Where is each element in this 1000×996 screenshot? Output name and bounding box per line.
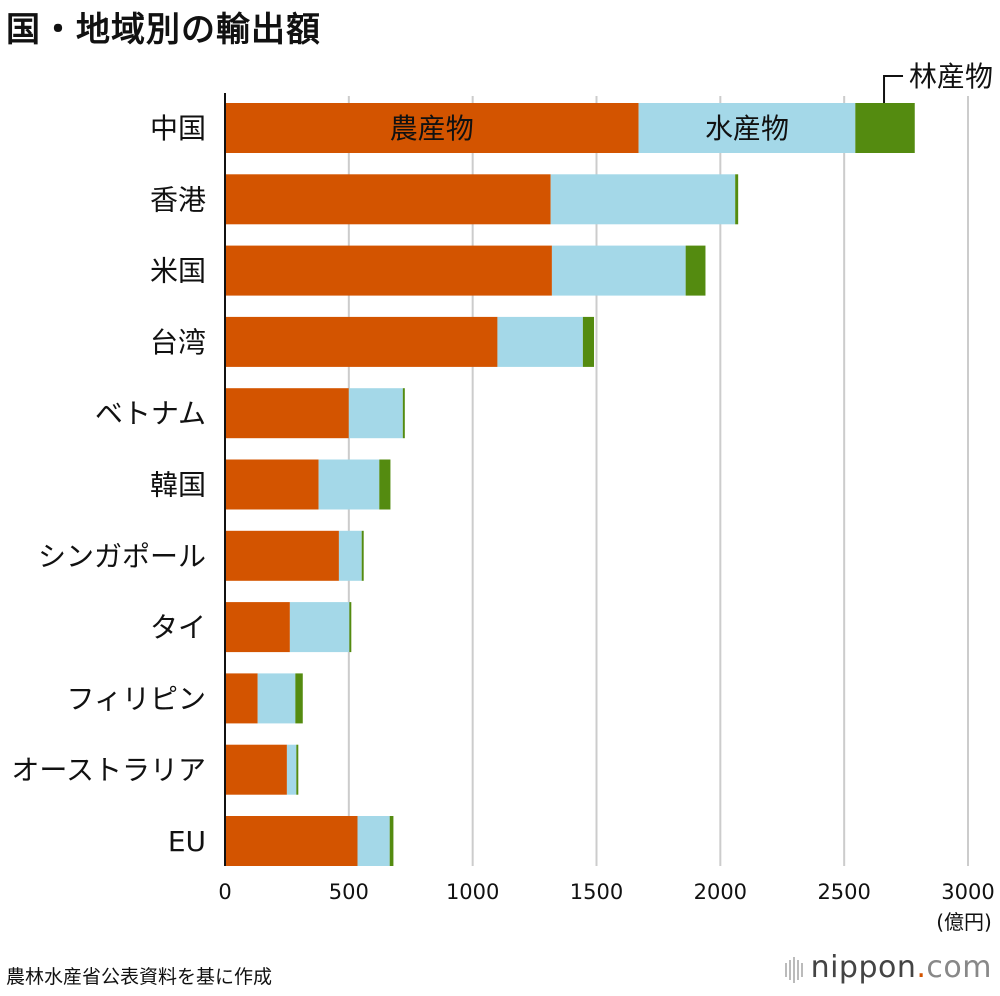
grid-lines xyxy=(347,96,969,866)
category-label: 韓国 xyxy=(150,469,206,502)
bar-segment xyxy=(225,816,358,866)
bar-segment xyxy=(225,530,339,581)
bar-segment xyxy=(257,673,296,724)
x-tick-label: 2000 xyxy=(694,880,747,904)
bar-segment xyxy=(348,388,403,439)
bar-segment xyxy=(357,816,390,866)
series-label: 水産物 xyxy=(705,112,789,145)
bar-segment xyxy=(225,245,552,296)
bar-segment xyxy=(318,459,380,510)
bar-segment xyxy=(402,388,405,439)
series-label: 林産物 xyxy=(909,60,993,93)
chart-title: 国・地域別の輸出額 xyxy=(6,10,321,50)
category-label: ベトナム xyxy=(95,397,206,430)
bar-segment xyxy=(685,245,706,296)
bar-segment xyxy=(379,459,391,510)
brand-name: nippon xyxy=(810,950,917,985)
category-label: 中国 xyxy=(150,112,206,145)
brand-logo: nippon.com xyxy=(784,950,992,986)
category-label: 台湾 xyxy=(150,326,206,359)
x-tick-label: 2500 xyxy=(817,880,870,904)
category-label: フィリピン xyxy=(67,682,206,715)
bar-segment xyxy=(338,530,362,581)
bar-segment xyxy=(225,673,258,724)
bar-segment xyxy=(225,459,319,510)
category-label: 米国 xyxy=(150,255,206,288)
x-tick-label: 3000 xyxy=(941,880,994,904)
bar-segment xyxy=(289,602,350,653)
brand-tld: com xyxy=(926,950,992,985)
category-label: タイ xyxy=(150,611,206,644)
bar-segment xyxy=(225,174,551,225)
category-label: オーストラリア xyxy=(11,754,206,787)
bar-segment xyxy=(735,174,739,225)
bar-segment xyxy=(286,744,297,795)
callout-line xyxy=(883,75,904,103)
bar-segment xyxy=(349,602,352,653)
bar-segment xyxy=(296,744,299,795)
brand-mark-icon xyxy=(784,951,805,986)
bar-segment xyxy=(550,174,736,225)
bar-segment xyxy=(582,316,595,367)
x-unit-label: (億円) xyxy=(936,910,992,934)
labels: 0 500 1000 1500 2000 2500 3000 (億円) 中国香港米国台湾ベトナム… xyxy=(11,60,994,934)
brand-dot: . xyxy=(916,950,927,985)
bar-segment xyxy=(389,816,394,866)
bar-segment xyxy=(361,530,364,581)
x-tick-label: 500 xyxy=(329,880,369,904)
source-note: 農林水産省公表資料を基に作成 xyxy=(6,966,273,988)
category-label: 香港 xyxy=(150,183,206,216)
x-tick-label: 1000 xyxy=(446,880,499,904)
bar-segment xyxy=(638,103,856,153)
category-label: EU xyxy=(168,825,206,858)
bar-segment xyxy=(497,316,583,367)
bar-segment xyxy=(551,245,686,296)
bar-segment xyxy=(225,388,349,439)
bar-segment xyxy=(225,744,287,795)
x-tick-label: 0 xyxy=(218,880,231,904)
bar-segment xyxy=(225,103,639,153)
category-label: シンガポール xyxy=(38,540,206,573)
bar-segment xyxy=(225,316,498,367)
bar-segment xyxy=(295,673,303,724)
bars xyxy=(225,103,915,866)
series-label: 農産物 xyxy=(390,112,474,145)
bar-segment xyxy=(855,103,915,153)
x-tick-label: 1500 xyxy=(570,880,623,904)
bar-segment xyxy=(225,602,290,653)
